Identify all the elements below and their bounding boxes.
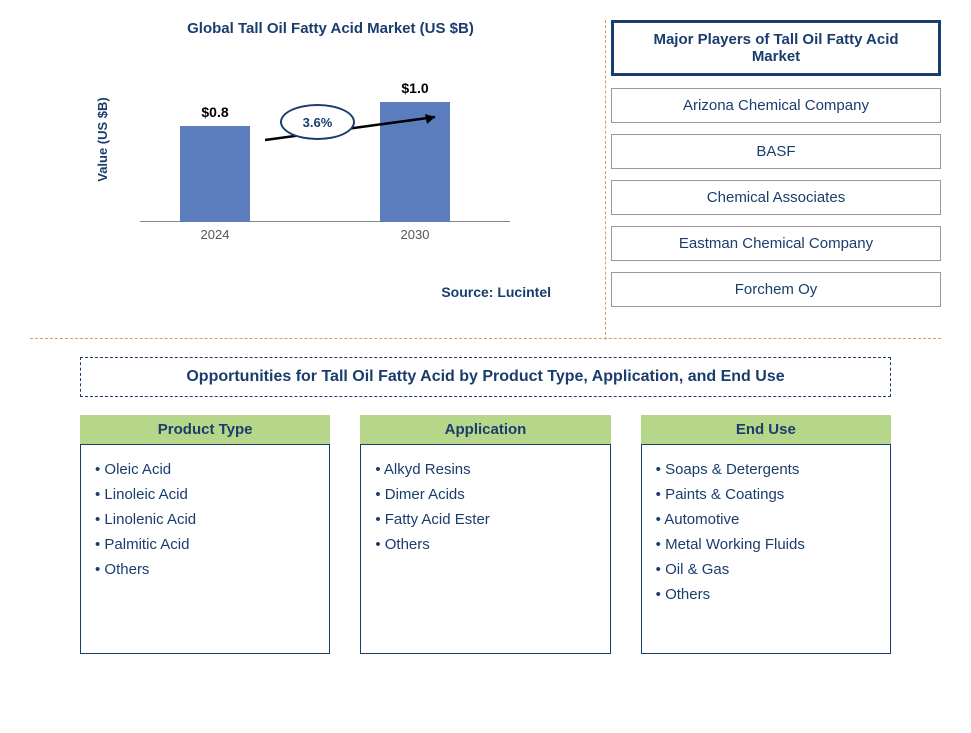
category-box: Soaps & DetergentsPaints & CoatingsAutom… [641,444,891,654]
opportunities-title: Opportunities for Tall Oil Fatty Acid by… [80,357,891,397]
bar-2024: $0.82024 [180,126,250,222]
categories-row: Product TypeOleic AcidLinoleic AcidLinol… [30,415,941,654]
category-header: Application [360,415,610,444]
player-item: Arizona Chemical Company [611,88,941,123]
category-item: Paints & Coatings [656,482,876,507]
player-item: Eastman Chemical Company [611,226,941,261]
category-column: End UseSoaps & DetergentsPaints & Coatin… [641,415,891,654]
player-item: Chemical Associates [611,180,941,215]
category-item: Others [656,582,876,607]
bar-value: $0.8 [180,104,250,120]
category-item: Others [375,532,595,557]
category-item: Automotive [656,507,876,532]
category-item: Linolenic Acid [95,507,315,532]
category-header: Product Type [80,415,330,444]
category-item: Palmitic Acid [95,532,315,557]
category-item: Oil & Gas [656,557,876,582]
chart-title: Global Tall Oil Fatty Acid Market (US $B… [90,20,571,37]
growth-rate-badge: 3.6% [280,104,355,140]
players-title: Major Players of Tall Oil Fatty Acid Mar… [611,20,941,76]
category-column: ApplicationAlkyd ResinsDimer AcidsFatty … [360,415,610,654]
y-axis-label: Value (US $B) [95,97,110,182]
category-item: Others [95,557,315,582]
bar-label: 2024 [180,227,250,242]
player-item: BASF [611,134,941,169]
bar-2030: $1.02030 [380,102,450,222]
horizontal-divider [30,338,941,339]
player-item: Forchem Oy [611,272,941,307]
category-header: End Use [641,415,891,444]
category-item: Alkyd Resins [375,457,595,482]
bar-label: 2030 [380,227,450,242]
bar-rect [180,126,250,222]
category-item: Linoleic Acid [95,482,315,507]
chart-panel: Global Tall Oil Fatty Acid Market (US $B… [30,20,571,330]
players-panel: Major Players of Tall Oil Fatty Acid Mar… [611,20,941,330]
category-box: Oleic AcidLinoleic AcidLinolenic AcidPal… [80,444,330,654]
bar-chart: Value (US $B) $0.82024$1.02030 3.6% [110,62,571,242]
category-column: Product TypeOleic AcidLinoleic AcidLinol… [80,415,330,654]
vertical-divider [605,20,606,340]
category-box: Alkyd ResinsDimer AcidsFatty Acid EsterO… [360,444,610,654]
bar-value: $1.0 [380,80,450,96]
top-section: Global Tall Oil Fatty Acid Market (US $B… [30,20,941,330]
category-item: Dimer Acids [375,482,595,507]
category-item: Metal Working Fluids [656,532,876,557]
bar-rect [380,102,450,222]
category-item: Oleic Acid [95,457,315,482]
category-item: Soaps & Detergents [656,457,876,482]
source-label: Source: Lucintel [441,284,551,300]
category-item: Fatty Acid Ester [375,507,595,532]
